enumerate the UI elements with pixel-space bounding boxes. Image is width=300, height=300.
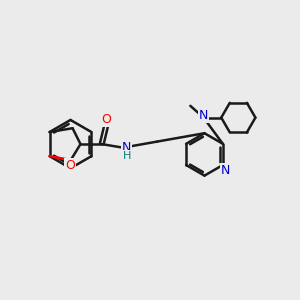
- Text: N: N: [122, 141, 131, 154]
- Text: O: O: [65, 159, 75, 172]
- Text: N: N: [199, 109, 208, 122]
- Text: H: H: [122, 151, 131, 160]
- Text: N: N: [220, 164, 230, 177]
- Text: O: O: [101, 113, 111, 126]
